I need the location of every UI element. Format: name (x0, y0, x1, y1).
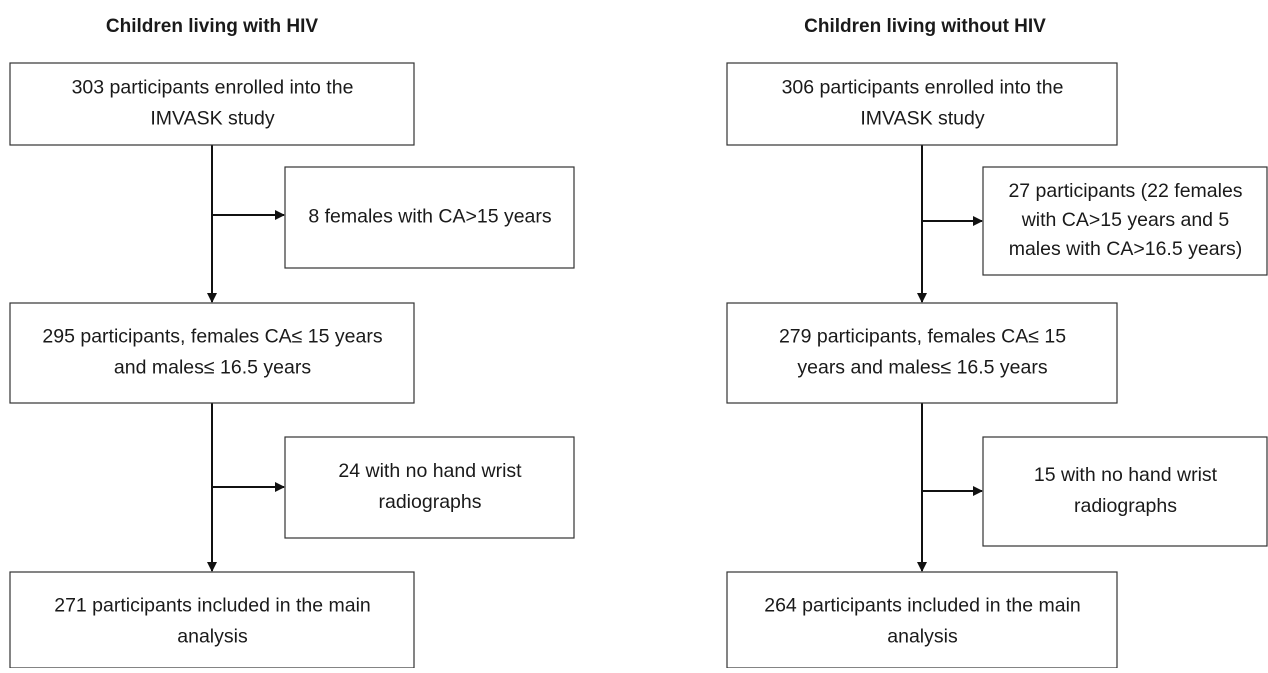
main-box (726, 302, 1118, 404)
main-box (726, 62, 1118, 146)
main-box (9, 62, 415, 146)
box-text: 15 with no hand wrist (1034, 464, 1218, 486)
box-text: years and males≤ 16.5 years (797, 357, 1047, 379)
box-text: analysis (887, 626, 958, 648)
column-title: Children living with HIV (106, 16, 319, 37)
box-text: analysis (177, 626, 248, 648)
main-box (9, 571, 415, 669)
box-text: radiographs (1074, 495, 1177, 517)
box-text: and males≤ 16.5 years (114, 357, 311, 379)
box-text: radiographs (379, 491, 482, 513)
main-box (9, 302, 415, 404)
box-text: 306 participants enrolled into the (782, 77, 1064, 99)
box-text: IMVASK study (860, 108, 985, 130)
exclusion-box (284, 436, 575, 539)
exclusion-box (982, 436, 1268, 547)
box-text: 303 participants enrolled into the (72, 77, 354, 99)
box-text: 24 with no hand wrist (338, 460, 522, 482)
box-text: 295 participants, females CA≤ 15 years (42, 326, 382, 348)
box-text: IMVASK study (150, 108, 275, 130)
box-text: 27 participants (22 females (1008, 180, 1242, 202)
box-text: 8 females with CA>15 years (308, 206, 552, 228)
exclusion-box (284, 166, 575, 269)
main-box (726, 571, 1118, 669)
box-text: with CA>15 years and 5 (1021, 209, 1230, 231)
box-text: 271 participants included in the main (54, 595, 371, 617)
box-text: 279 participants, females CA≤ 15 (779, 326, 1066, 348)
box-text: 264 participants included in the main (764, 595, 1081, 617)
exclusion-box (982, 166, 1268, 276)
box-text: males with CA>16.5 years) (1009, 238, 1243, 260)
column-title: Children living without HIV (804, 16, 1046, 37)
